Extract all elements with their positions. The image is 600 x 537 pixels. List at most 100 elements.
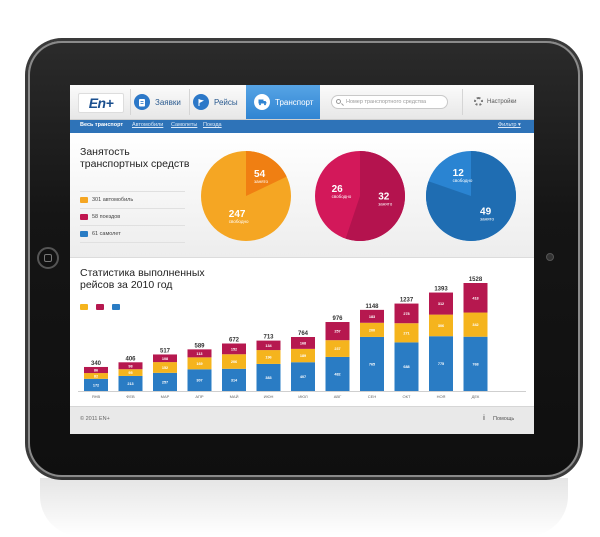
bar-segment-label: 134 — [265, 344, 272, 348]
bar-total-label: 764 — [298, 331, 309, 337]
x-tick-label: МАР — [161, 394, 170, 399]
x-tick-label: АВГ — [334, 394, 342, 399]
bar-segment — [325, 322, 350, 341]
filter-button[interactable]: Фильтр ▾ — [498, 122, 521, 128]
bar-segment — [463, 336, 488, 391]
x-tick-label: НОЯ — [437, 394, 446, 399]
bar-segment-label: 257 — [162, 380, 168, 384]
bar-segment — [463, 283, 488, 313]
app-screen: En+ Заявки Рейсы Транспорт Номер транспо… — [70, 85, 534, 434]
x-tick-label: ОКТ — [403, 394, 411, 399]
pie-free-label: свободно — [229, 219, 249, 224]
bar-segment-label: 775 — [438, 362, 444, 366]
bar-segment — [187, 369, 212, 391]
pie-free-value: 26 — [332, 184, 344, 195]
bar-total-label: 1237 — [400, 298, 414, 304]
bar-segment-label: 383 — [265, 376, 271, 380]
home-button[interactable] — [37, 247, 59, 269]
bar-segment — [429, 292, 453, 315]
plane-icon — [112, 304, 120, 310]
bar-segment — [394, 323, 419, 343]
bar-segment — [256, 363, 281, 391]
bar-segment-label: 82 — [94, 374, 98, 378]
subnav-item-planes[interactable]: Самолеты — [171, 122, 198, 128]
stats-panel: Статистика выполненных рейсов за 2010 го… — [70, 258, 534, 406]
legend-label: 58 поездов — [92, 214, 121, 220]
bar-segment-label: 196 — [265, 356, 271, 360]
subnav-item-cars[interactable]: Автомобили — [132, 122, 164, 128]
subnav-item-all[interactable]: Весь транспорт — [80, 122, 124, 128]
bar-segment — [118, 375, 143, 391]
settings-button[interactable]: Настройки — [474, 97, 516, 106]
bar-segment — [222, 343, 246, 355]
bar-segment — [360, 322, 384, 337]
bar-segment — [429, 314, 453, 337]
bar-segment-label: 98 — [128, 364, 132, 368]
tab-flights[interactable]: Рейсы — [193, 85, 245, 119]
bar-total-label: 517 — [160, 348, 171, 354]
bar-segment-label: 172 — [93, 383, 99, 387]
pie-slice-busy — [426, 151, 516, 241]
bar-segment-label: 108 — [162, 357, 168, 361]
bar-segment-label: 152 — [162, 366, 168, 370]
tab-transport[interactable]: Транспорт — [246, 85, 320, 119]
search-input[interactable]: Номер транспортного средства — [331, 95, 448, 109]
bar-segment — [153, 354, 177, 363]
train-icon — [96, 304, 104, 310]
bar-segment-label: 206 — [231, 360, 237, 364]
tablet-reflection — [40, 478, 568, 536]
plane-icon — [80, 231, 88, 237]
bar-segment-label: 257 — [334, 330, 340, 334]
tab-requests[interactable]: Заявки — [134, 85, 184, 119]
bar-segment — [291, 362, 315, 391]
flag-icon — [193, 94, 209, 110]
bar-segment-label: 95 — [128, 371, 132, 375]
x-tick-label: АПР — [195, 394, 203, 399]
bar-segment-label: 482 — [334, 372, 340, 376]
stats-legend — [80, 304, 120, 310]
bar-segment — [463, 312, 488, 337]
bar-total-label: 1148 — [365, 304, 379, 310]
bar-segment-label: 407 — [300, 375, 306, 379]
stats-title: Статистика выполненных рейсов за 2010 го… — [80, 267, 205, 291]
clipboard-icon — [134, 94, 150, 110]
search-icon — [336, 99, 341, 104]
x-tick-label: ДЕК — [472, 394, 480, 399]
x-tick-label: ИЮЛ — [298, 394, 308, 399]
bar-total-label: 672 — [229, 338, 240, 344]
pie-busy-label: занято — [480, 216, 494, 221]
pie-free-label: свободно — [453, 178, 473, 183]
occupancy-panel: Занятость транспортных средств 301 автом… — [70, 133, 534, 258]
help-link[interactable]: Помощь — [493, 416, 515, 422]
occupancy-title: Занятость транспортных средств — [80, 146, 190, 170]
gear-icon — [474, 97, 483, 106]
bar-segment-label: 314 — [231, 378, 238, 382]
subnav-item-trains[interactable]: Поезда — [203, 122, 222, 128]
copyright: © 2011 EN+ — [80, 416, 110, 422]
pie-slice-busy — [345, 151, 405, 241]
bar-segment — [360, 309, 384, 323]
bar-segment — [291, 337, 315, 349]
bar-segment-label: 765 — [369, 362, 375, 366]
bar-segment-label: 237 — [334, 347, 340, 351]
x-tick-label: ФЕВ — [126, 394, 135, 399]
bar-segment — [222, 354, 246, 369]
bar-segment — [325, 356, 350, 391]
logo[interactable]: En+ — [78, 93, 124, 113]
bar-segment-label: 418 — [472, 296, 478, 300]
pie-busy-label: занято — [378, 202, 392, 207]
bar-segment-label: 169 — [196, 362, 202, 366]
bar-total-label: 976 — [332, 316, 343, 322]
bar-segment-label: 168 — [300, 341, 306, 345]
bar-total-label: 713 — [263, 335, 274, 341]
bar-segment — [84, 378, 108, 391]
train-icon — [80, 214, 88, 220]
camera-icon — [546, 253, 554, 261]
bar-segment-label: 189 — [300, 354, 306, 358]
bar-segment-label: 271 — [403, 331, 409, 335]
bar-segment — [325, 340, 350, 357]
bar-segment-label: 342 — [472, 323, 478, 327]
